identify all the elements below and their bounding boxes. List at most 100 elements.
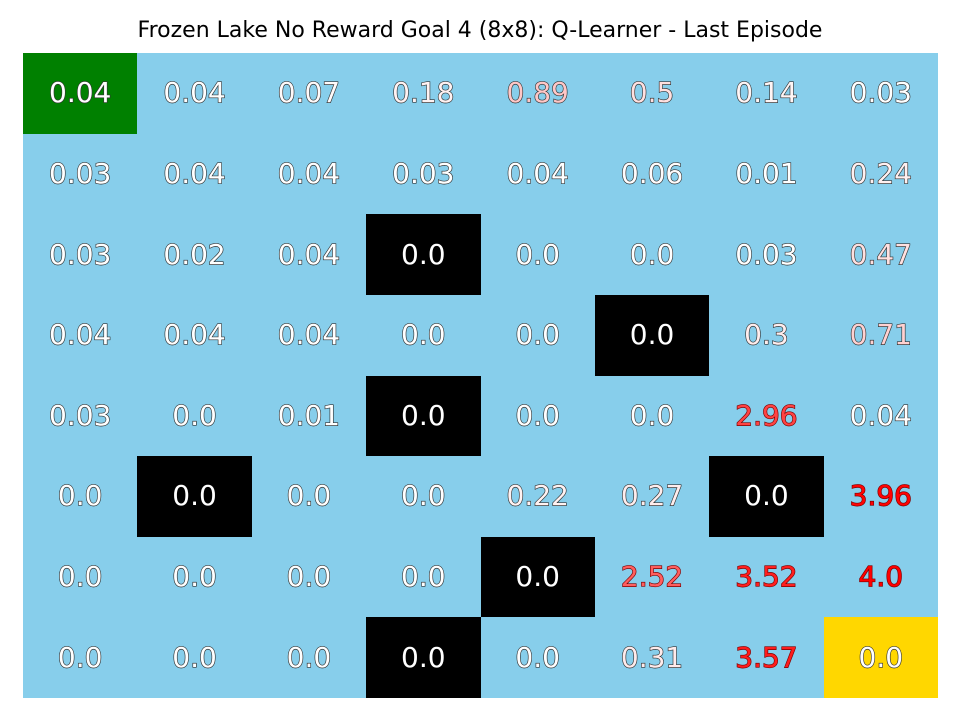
cell-value: 0.0 xyxy=(858,640,904,674)
cell-value: 0.0 xyxy=(629,237,675,271)
cell-value: 0.31 xyxy=(620,640,684,674)
cell-value: 3.96 xyxy=(849,479,913,513)
cell-value: 0.04 xyxy=(277,156,341,190)
grid-cell-hole: 0.0 xyxy=(709,456,824,537)
cell-value: 0.0 xyxy=(286,479,332,513)
cell-value: 0.04 xyxy=(163,76,227,110)
grid-cell-frozen: 3.52 xyxy=(709,536,824,618)
grid-cell-hole: 0.0 xyxy=(137,456,252,537)
grid-cell-frozen: 0.0 xyxy=(480,214,595,295)
cell-value: 0.0 xyxy=(172,398,218,432)
cell-value: 0.22 xyxy=(506,479,570,513)
cell-value: 0.04 xyxy=(48,318,112,352)
grid-cell-frozen: 0.89 xyxy=(480,53,595,134)
cell-value: 0.0 xyxy=(57,640,103,674)
cell-value: 0.18 xyxy=(391,76,455,110)
grid-cell-frozen: 0.0 xyxy=(480,294,595,376)
cell-value: 0.0 xyxy=(400,560,446,594)
cell-value: 0.04 xyxy=(506,156,570,190)
cell-value: 0.02 xyxy=(163,237,227,271)
cell-value: 0.0 xyxy=(286,640,332,674)
cell-value: 0.04 xyxy=(277,318,341,352)
grid-cell-frozen: 0.02 xyxy=(137,214,252,295)
cell-value: 2.52 xyxy=(620,560,684,594)
cell-value: 0.0 xyxy=(286,560,332,594)
cell-value: 0.03 xyxy=(849,76,913,110)
cell-value: 0.04 xyxy=(849,398,913,432)
grid-cell-hole: 0.0 xyxy=(480,536,595,618)
grid-cell-hole: 0.0 xyxy=(366,617,481,698)
grid-cell-frozen: 0.5 xyxy=(594,53,710,134)
cell-value: 0.03 xyxy=(391,156,455,190)
grid-cell-frozen: 0.04 xyxy=(137,133,252,215)
grid-cell-frozen: 0.0 xyxy=(366,536,481,618)
grid-cell-frozen: 0.3 xyxy=(709,294,824,376)
cell-value: 0.0 xyxy=(515,560,560,594)
grid-cell-frozen: 3.96 xyxy=(823,456,938,537)
cell-value: 0.04 xyxy=(48,76,112,110)
cell-value: 0.0 xyxy=(401,640,446,674)
cell-value: 0.0 xyxy=(57,560,103,594)
grid-cell-frozen: 0.71 xyxy=(823,294,938,376)
cell-value: 0.04 xyxy=(163,156,227,190)
grid-cell-frozen: 0.04 xyxy=(137,53,252,134)
frozen-lake-grid: 0.04 0.04 0.07 0.18 0.89 0.5 0.14 0.03 0.03 0.04 0… xyxy=(23,53,938,698)
cell-value: 0.0 xyxy=(400,318,446,352)
grid-cell-hole: 0.0 xyxy=(594,294,710,376)
cell-value: 0.07 xyxy=(277,76,341,110)
cell-value: 0.0 xyxy=(400,479,446,513)
cell-value: 0.0 xyxy=(629,318,675,352)
cell-value: 0.03 xyxy=(48,398,112,432)
cell-value: 0.0 xyxy=(57,479,103,513)
grid-cell-frozen: 0.03 xyxy=(366,133,481,215)
cell-value: 0.0 xyxy=(515,237,561,271)
grid-cell-frozen: 0.07 xyxy=(251,53,367,134)
grid-cell-frozen: 0.03 xyxy=(709,214,824,295)
grid-cell-frozen: 4.0 xyxy=(823,536,938,618)
cell-value: 0.0 xyxy=(744,479,789,513)
cell-value: 3.57 xyxy=(735,640,799,674)
grid-cell-frozen: 0.0 xyxy=(23,456,138,537)
cell-value: 0.0 xyxy=(172,640,218,674)
grid-cell-frozen: 0.47 xyxy=(823,214,938,295)
cell-value: 0.03 xyxy=(735,237,799,271)
grid-cell-frozen: 0.0 xyxy=(137,536,252,618)
grid-cell-frozen: 2.52 xyxy=(594,536,710,618)
grid-cell-frozen: 0.06 xyxy=(594,133,710,215)
grid-cell-frozen: 0.04 xyxy=(251,214,367,295)
cell-value: 2.96 xyxy=(735,398,799,432)
cell-value: 0.03 xyxy=(48,156,112,190)
cell-value: 0.0 xyxy=(629,398,675,432)
cell-value: 0.5 xyxy=(629,76,675,110)
cell-value: 0.89 xyxy=(506,76,570,110)
grid-cell-frozen: 0.0 xyxy=(251,456,367,537)
grid-cell-frozen: 2.96 xyxy=(709,375,824,457)
grid-cell-frozen: 0.0 xyxy=(366,294,481,376)
grid-cell-hole: 0.0 xyxy=(366,214,481,295)
grid-cell-frozen: 0.0 xyxy=(137,375,252,457)
grid-cell-frozen: 0.04 xyxy=(823,375,938,457)
cell-value: 0.01 xyxy=(277,398,341,432)
cell-value: 0.0 xyxy=(172,560,218,594)
grid-cell-frozen: 0.03 xyxy=(23,375,138,457)
cell-value: 0.0 xyxy=(515,640,561,674)
cell-value: 0.14 xyxy=(735,76,799,110)
grid-cell-frozen: 0.0 xyxy=(137,617,252,698)
grid-cell-frozen: 0.27 xyxy=(594,456,710,537)
grid-cell-frozen: 0.0 xyxy=(480,617,595,698)
grid-cell-start: 0.04 xyxy=(23,53,138,134)
grid-cell-frozen: 0.0 xyxy=(594,375,710,457)
cell-value: 4.0 xyxy=(858,560,904,594)
grid-cell-frozen: 0.0 xyxy=(23,536,138,618)
grid-cell-frozen: 0.04 xyxy=(251,133,367,215)
grid-cell-frozen: 0.04 xyxy=(137,294,252,376)
cell-value: 0.0 xyxy=(401,237,446,271)
cell-value: 0.04 xyxy=(163,318,227,352)
grid-cell-frozen: 0.31 xyxy=(594,617,710,698)
grid-cell-frozen: 0.24 xyxy=(823,133,938,215)
grid-cell-frozen: 0.01 xyxy=(709,133,824,215)
cell-value: 0.06 xyxy=(620,156,684,190)
cell-value: 0.0 xyxy=(172,479,217,513)
cell-value: 0.3 xyxy=(744,318,790,352)
grid-cell-frozen: 0.14 xyxy=(709,53,824,134)
